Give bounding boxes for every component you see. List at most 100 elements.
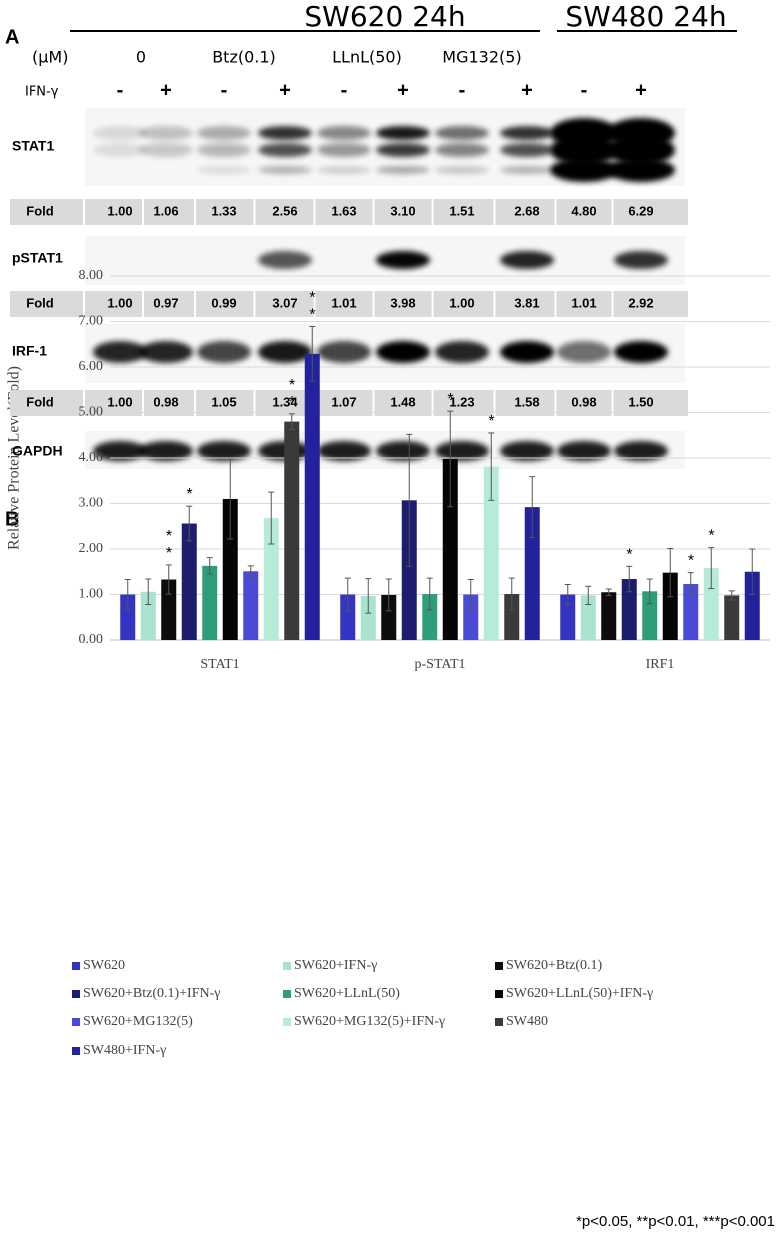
bar <box>524 507 540 640</box>
fold-cell <box>255 199 314 225</box>
band <box>93 341 147 363</box>
y-tick-label: 5.00 <box>79 405 104 420</box>
bar <box>744 571 760 640</box>
legend-swatch <box>72 990 80 998</box>
ifn-sign: + <box>521 79 533 101</box>
band <box>317 126 371 140</box>
unit-label: (μM) <box>32 48 68 67</box>
band <box>607 135 675 165</box>
band <box>376 341 430 363</box>
significance: ** <box>161 528 178 562</box>
fold-cell <box>495 291 555 317</box>
band <box>376 126 430 140</box>
y-tick-label: 4.00 <box>79 450 104 465</box>
fold-cell <box>196 291 254 317</box>
fold-cell <box>613 291 688 317</box>
ifn-sign: - <box>581 79 588 101</box>
ifn-sign: + <box>397 79 409 101</box>
band <box>435 166 489 174</box>
band <box>93 441 147 461</box>
fold-cell <box>374 291 432 317</box>
fold-cell <box>196 199 254 225</box>
panel-label: A <box>5 26 19 48</box>
row-label: STAT1 <box>12 138 54 154</box>
bar <box>560 594 576 640</box>
legend-swatch <box>495 962 503 970</box>
x-tick-label: STAT1 <box>200 657 239 672</box>
bar <box>202 565 218 640</box>
row-label: IRF-1 <box>12 343 47 359</box>
fold-value: 1.00 <box>107 394 132 409</box>
fold-cell <box>374 199 432 225</box>
fold-value: 3.07 <box>272 295 297 310</box>
ifn-sign: - <box>117 79 124 101</box>
ifn-sign: + <box>160 79 172 101</box>
legend-label: SW620+Btz(0.1) <box>506 958 602 973</box>
fold-cell <box>495 199 555 225</box>
fold-label: Fold <box>26 394 53 409</box>
fold-cell <box>613 390 688 416</box>
band <box>376 441 430 461</box>
band <box>614 341 668 363</box>
x-tick-label: IRF1 <box>646 657 675 672</box>
legend-label: SW480+IFN-γ <box>83 1043 166 1058</box>
fold-value: 1.00 <box>107 203 132 218</box>
band <box>197 441 251 461</box>
ifn-sign: - <box>341 79 348 101</box>
y-tick-label: 1.00 <box>79 587 104 602</box>
fold-value: 1.63 <box>331 203 356 218</box>
x-tick-label: p-STAT1 <box>415 657 466 672</box>
significance: * <box>181 486 198 503</box>
band <box>376 251 430 269</box>
bar <box>222 498 238 640</box>
fold-cell <box>85 390 142 416</box>
band <box>197 166 251 174</box>
bar <box>504 594 520 640</box>
bar <box>243 571 259 640</box>
fold-cell <box>495 390 555 416</box>
band <box>500 143 554 157</box>
legend-label: SW620 <box>83 958 125 973</box>
bar <box>621 579 637 640</box>
bar <box>181 523 197 640</box>
fold-cell <box>144 199 194 225</box>
band <box>317 143 371 157</box>
ifn-sign: + <box>279 79 291 101</box>
fold-value: 1.00 <box>107 295 132 310</box>
band <box>435 341 489 363</box>
fold-value: 1.07 <box>331 394 356 409</box>
band <box>500 341 554 363</box>
group-label: SW480 24h <box>565 0 726 33</box>
band <box>197 126 251 140</box>
fold-value: 1.33 <box>211 203 236 218</box>
bar <box>360 595 376 640</box>
fold-value: 1.00 <box>449 295 474 310</box>
bar <box>483 466 499 640</box>
band <box>258 251 312 269</box>
band <box>500 166 554 174</box>
band <box>435 143 489 157</box>
bar <box>381 594 397 640</box>
bar <box>580 595 596 640</box>
band <box>376 143 430 157</box>
y-tick-label: 0.00 <box>79 632 104 647</box>
ifn-sign: - <box>459 79 466 101</box>
band <box>139 143 193 157</box>
bar <box>662 572 678 640</box>
band <box>197 341 251 363</box>
band <box>607 158 675 182</box>
ifn-label: IFN-γ <box>25 85 59 100</box>
fold-value: 3.81 <box>514 295 539 310</box>
y-tick-label: 7.00 <box>79 314 104 329</box>
band <box>139 341 193 363</box>
fold-cell <box>85 291 142 317</box>
band <box>435 441 489 461</box>
fold-cell <box>433 291 494 317</box>
legend-swatch <box>72 962 80 970</box>
band <box>258 341 312 363</box>
fold-value: 1.23 <box>449 394 474 409</box>
fold-cell <box>556 291 612 317</box>
legend-swatch <box>495 1018 503 1026</box>
significance: * <box>483 413 500 430</box>
bar <box>340 594 356 640</box>
